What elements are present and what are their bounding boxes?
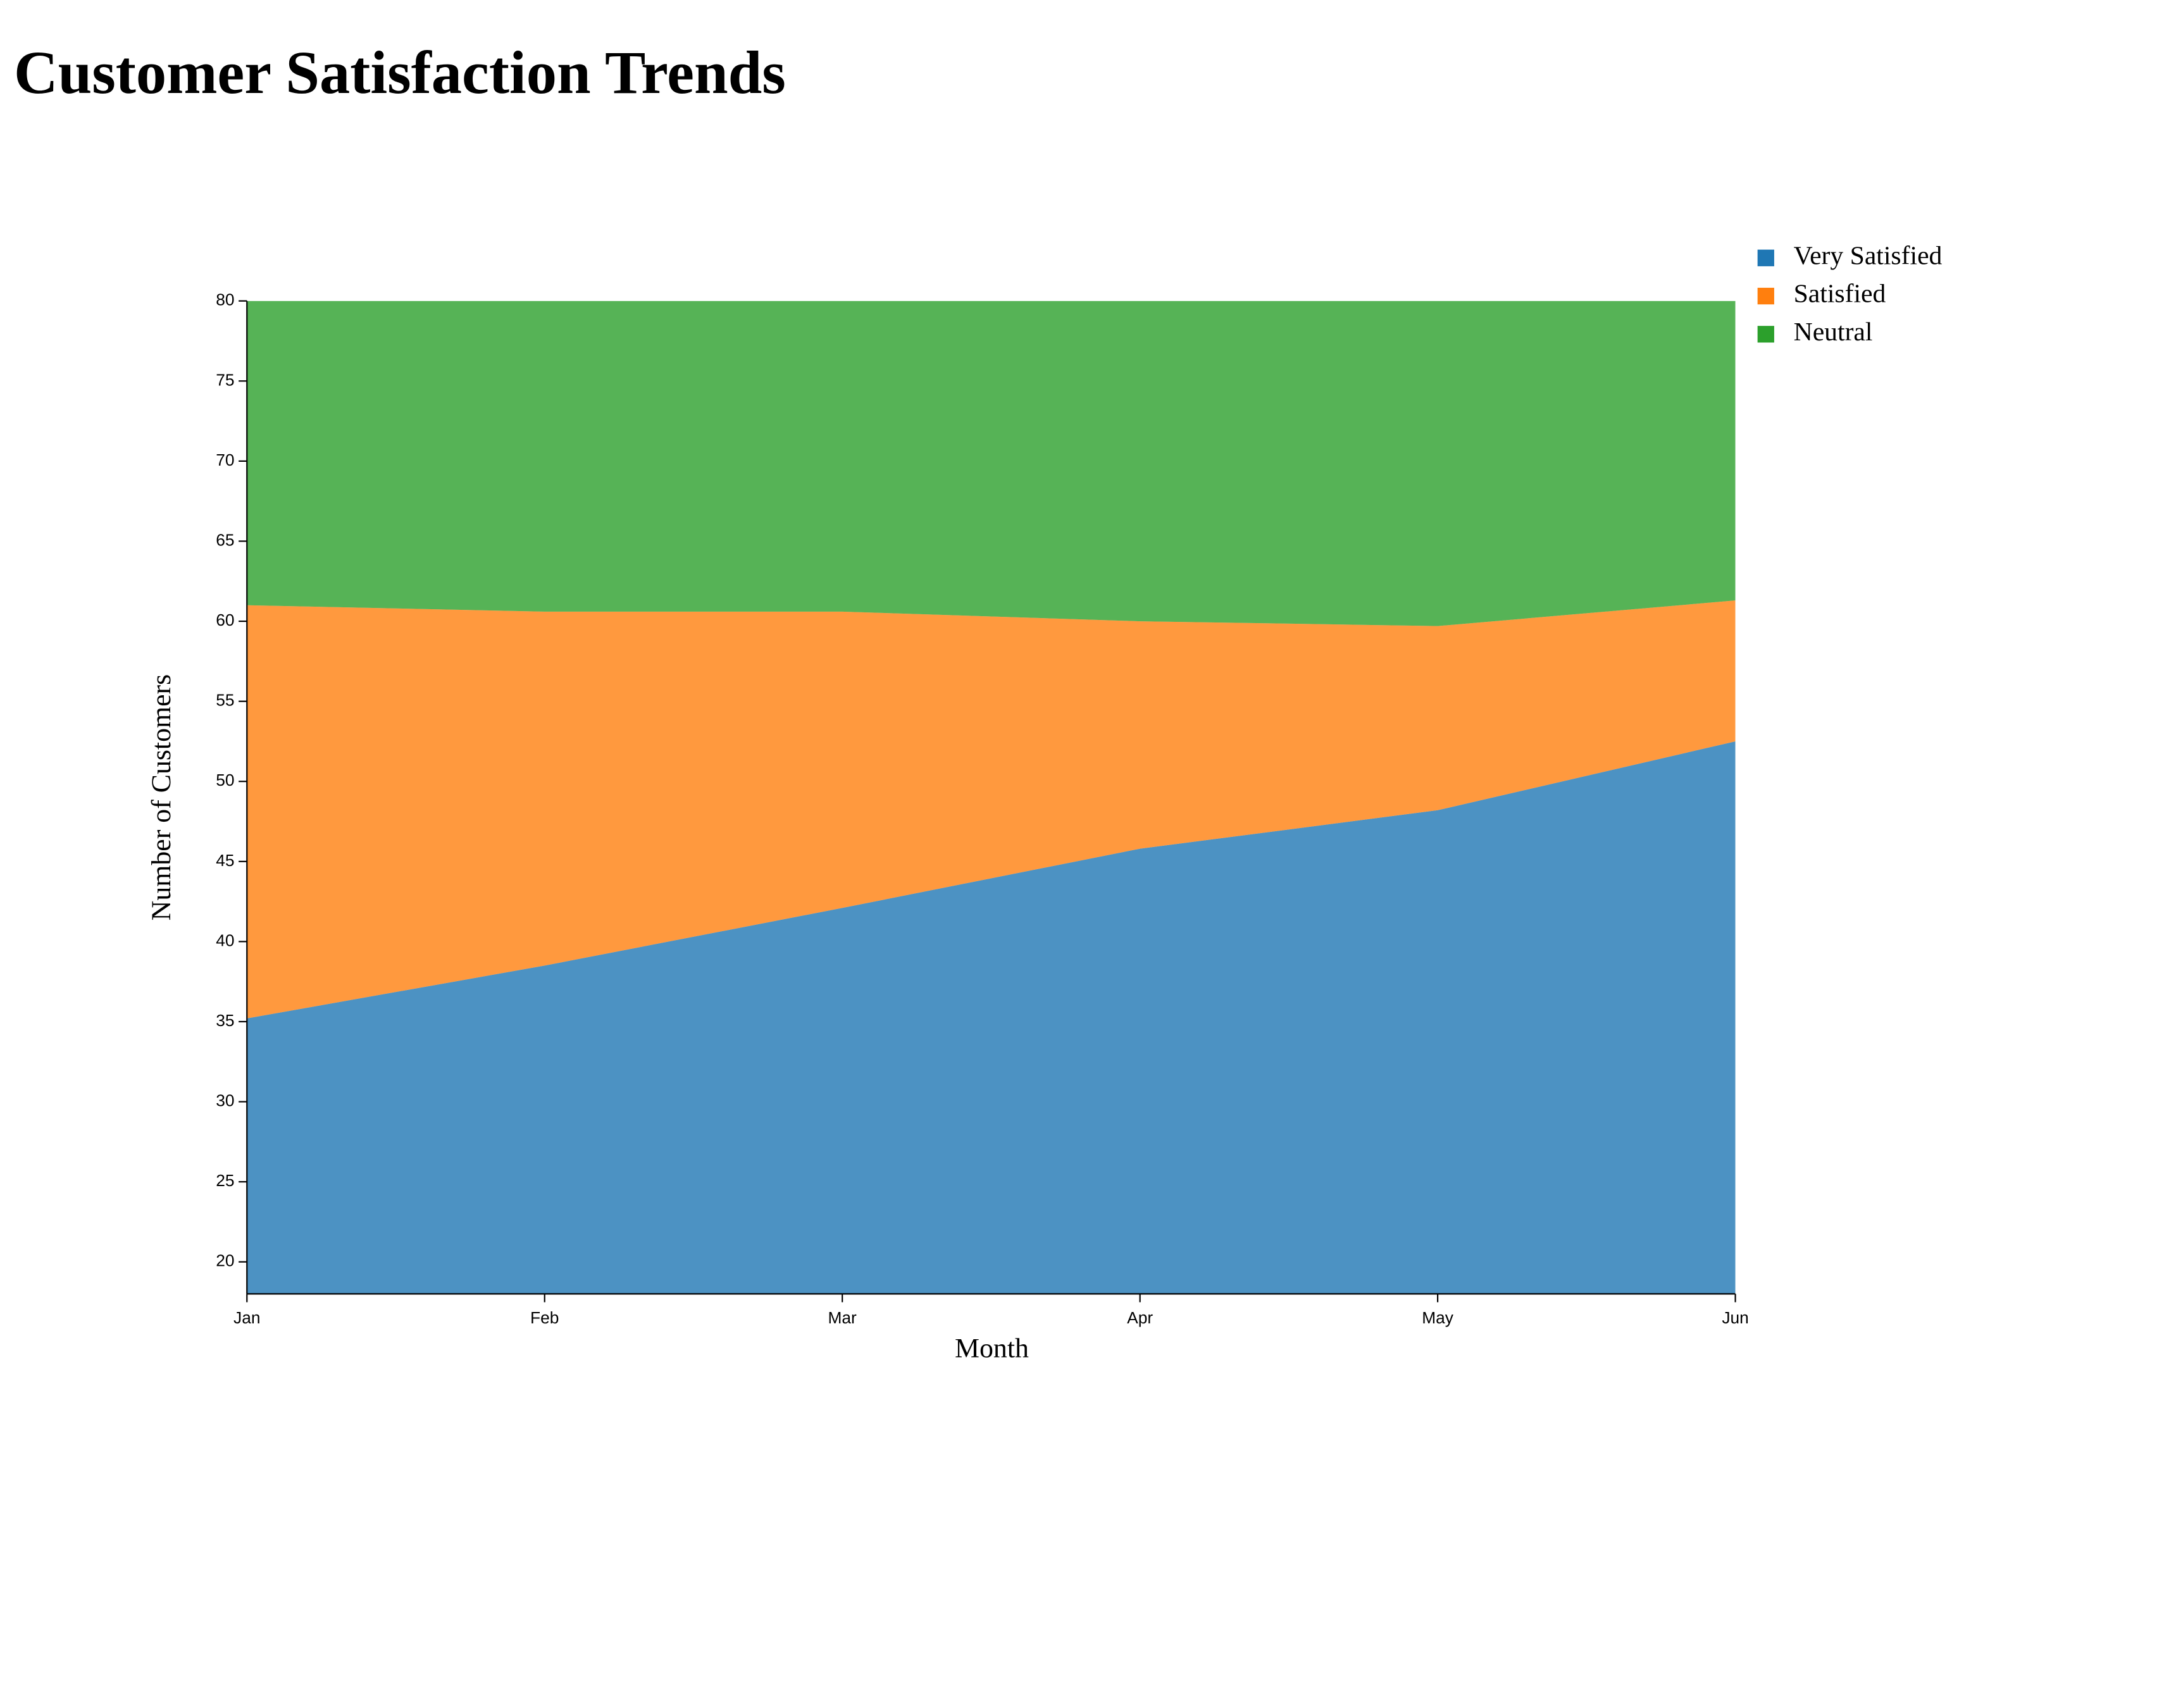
y-tick-label: 50 [216,770,234,789]
x-tick-label: Feb [530,1308,559,1327]
legend-label: Neutral [1794,318,1873,347]
area [247,741,1736,1294]
y-axis-label: Number of Customers [146,674,177,921]
legend-label: Satisfied [1794,280,1886,309]
legend-label: Very Satisfied [1794,241,1943,270]
plot-area [247,300,1736,1294]
y-tick-label: 20 [216,1251,234,1270]
y-tick-label: 55 [216,691,234,710]
y-tick-label: 45 [216,851,234,870]
area [247,300,1736,626]
y-tick-label: 75 [216,370,234,389]
y-tick-label: 40 [216,931,234,950]
area [247,600,1736,1018]
legend-swatch [1757,287,1774,305]
x-tick-label: Jan [233,1308,260,1327]
y-tick-label: 80 [216,290,234,309]
x-tick-label: Jun [1722,1308,1748,1327]
chart-title: Customer Satisfaction Trends [14,39,786,106]
x-tick-label: Mar [828,1308,857,1327]
y-tick-label: 65 [216,530,234,549]
y-tick-label: 70 [216,450,234,469]
x-tick-label: May [1422,1308,1454,1327]
y-tick-label: 60 [216,610,234,629]
legend-swatch [1757,249,1774,266]
y-tick-label: 25 [216,1171,234,1190]
x-axis-label: Month [955,1333,1029,1363]
legend-swatch [1757,326,1774,343]
y-tick-label: 30 [216,1091,234,1110]
x-tick-label: Apr [1127,1308,1153,1327]
y-tick-label: 35 [216,1011,234,1030]
